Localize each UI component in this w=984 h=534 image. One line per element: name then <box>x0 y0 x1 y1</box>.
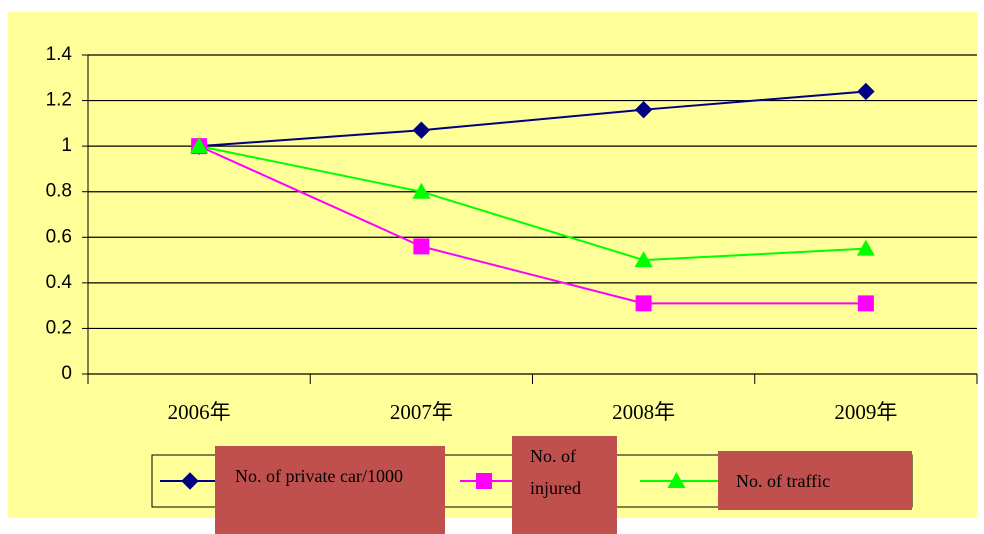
data-point <box>857 295 874 312</box>
series-line <box>199 90 866 148</box>
y-tick-label: 1.2 <box>46 90 72 111</box>
legend-label: No. of injured <box>512 436 617 534</box>
x-tick-label: 2007年 <box>390 400 453 424</box>
data-point <box>634 251 653 268</box>
y-tick-label: 0 <box>61 363 72 384</box>
x-tick-label: 2009年 <box>834 400 897 424</box>
data-point <box>412 121 431 139</box>
series-line <box>198 145 866 305</box>
data-point <box>413 238 430 255</box>
y-tick-label: 1 <box>61 135 72 156</box>
data-point <box>634 100 653 119</box>
series-line <box>198 145 866 262</box>
legend-marker <box>181 472 199 490</box>
x-tick-label: 2008年 <box>612 400 675 424</box>
y-tick-label: 0.8 <box>46 181 72 202</box>
y-tick-label: 1.4 <box>46 44 73 65</box>
y-tick-label: 0.2 <box>46 317 72 338</box>
data-point <box>856 239 875 256</box>
data-point <box>635 295 652 312</box>
x-tick-label: 2006年 <box>168 400 231 424</box>
data-point <box>190 137 209 154</box>
data-point <box>857 82 875 101</box>
legend-marker <box>667 472 686 488</box>
y-tick-label: 0.6 <box>46 226 72 247</box>
legend-label: No. of private car/1000 <box>215 446 445 534</box>
legend-marker <box>476 473 492 489</box>
y-tick-label: 0.4 <box>46 272 73 293</box>
data-point <box>412 182 431 199</box>
legend-label: No. of traffic <box>718 451 912 510</box>
